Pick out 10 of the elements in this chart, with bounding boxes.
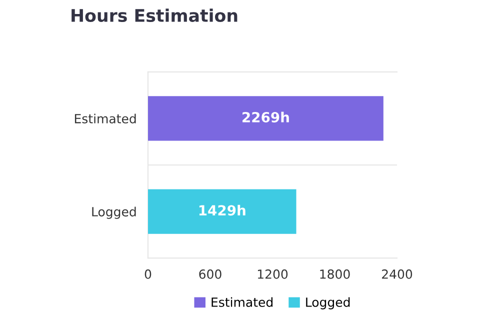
x-tick-label: 1800 [320,269,350,279]
x-tick-label: 0 [144,269,152,279]
legend-label: Estimated [212,297,272,307]
legend-label: Logged [306,297,350,310]
chart-title: Hours Estimation [72,8,238,22]
x-tick-label: 1200 [258,269,288,279]
data-label: 1429h [199,204,246,216]
data-label: 2269h [242,112,289,122]
x-tick-label: 600 [199,269,222,279]
x-tick-label: 2400 [382,269,412,279]
